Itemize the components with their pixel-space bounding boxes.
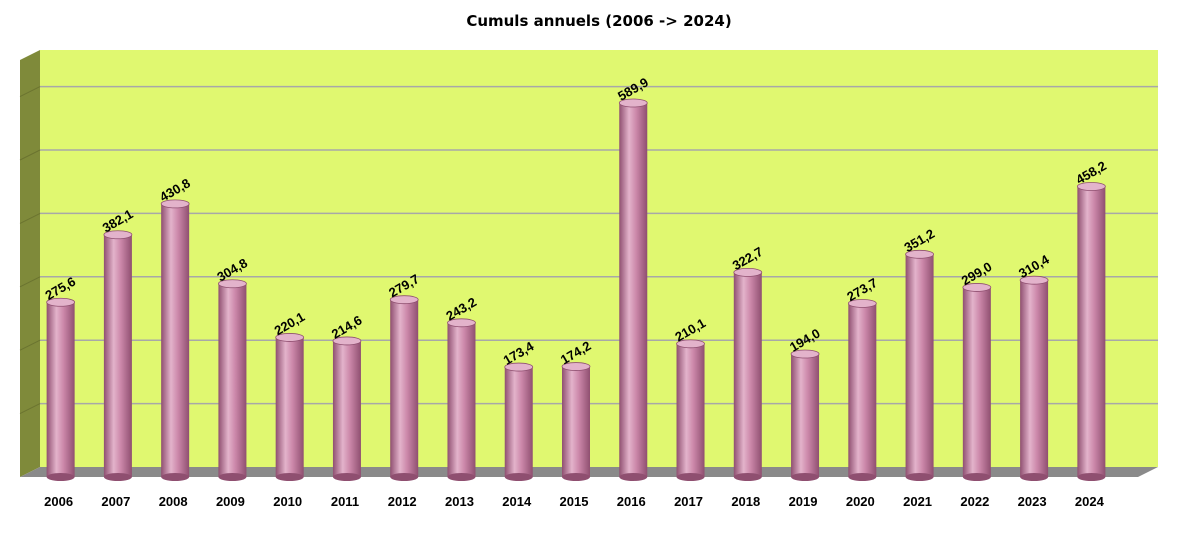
- bar: [390, 299, 419, 477]
- bar-base: [161, 473, 190, 481]
- bar-cap: [160, 199, 190, 209]
- bar: [46, 302, 75, 477]
- bar-base: [848, 473, 877, 481]
- chart-title: Cumuls annuels (2006 -> 2024): [466, 12, 732, 30]
- x-tick-label: 2010: [273, 494, 302, 509]
- bar: [962, 287, 991, 477]
- x-tick-label: 2016: [617, 494, 646, 509]
- x-tick-label: 2008: [159, 494, 188, 509]
- bar: [733, 272, 762, 477]
- x-tick-label: 2012: [388, 494, 417, 509]
- bar-cap: [561, 362, 591, 371]
- x-tick-label: 2006: [44, 494, 73, 509]
- bar-base: [619, 473, 648, 481]
- bar-base: [733, 473, 762, 481]
- x-tick-label: 2024: [1075, 494, 1105, 509]
- x-tick-label: 2023: [1018, 494, 1047, 509]
- bar: [619, 103, 648, 477]
- bar-cap: [790, 349, 820, 359]
- bar: [332, 340, 361, 477]
- x-tick-label: 2021: [903, 494, 932, 509]
- gridline-side: [19, 86, 41, 98]
- bar-base: [1020, 473, 1049, 481]
- bar-base: [1077, 473, 1106, 481]
- bar-base: [962, 473, 991, 481]
- bar: [562, 366, 590, 477]
- gridline-side: [19, 403, 41, 415]
- x-tick-label: 2017: [674, 494, 703, 509]
- bar-base: [676, 473, 705, 481]
- bar-cap: [733, 268, 763, 277]
- x-tick-label: 2011: [331, 494, 359, 509]
- bar-cap: [618, 98, 648, 108]
- bar: [848, 303, 877, 477]
- x-tick-label: 2014: [502, 494, 532, 509]
- bar-base: [103, 473, 132, 481]
- bar-cap: [447, 318, 476, 328]
- gridline-side: [19, 212, 41, 224]
- x-tick-label: 2018: [731, 494, 760, 509]
- x-tick-label: 2019: [789, 494, 818, 509]
- bar: [161, 203, 190, 478]
- bar-base: [905, 473, 934, 481]
- bar-base: [562, 473, 590, 481]
- bar-base: [504, 473, 533, 481]
- bar-cap: [905, 249, 934, 259]
- x-tick-label: 2015: [560, 494, 589, 509]
- gridline-side: [19, 276, 41, 288]
- bar: [1020, 280, 1049, 477]
- bar-cap: [46, 297, 76, 307]
- bar-cap: [676, 339, 705, 349]
- bar-cap: [1019, 275, 1049, 285]
- bar-cap: [103, 230, 133, 240]
- chart-side-wall: [20, 50, 40, 477]
- gridline-side: [19, 339, 41, 351]
- bar: [103, 234, 132, 477]
- bar: [275, 337, 304, 477]
- bar: [676, 343, 705, 477]
- bar-base: [791, 473, 820, 481]
- x-tick-label: 2013: [445, 494, 474, 509]
- bar-cap: [1076, 182, 1106, 191]
- bar-cap: [847, 299, 877, 308]
- bar-cap: [218, 279, 247, 289]
- bar-base: [390, 473, 419, 481]
- gridline-side: [19, 149, 41, 161]
- bar: [218, 283, 247, 477]
- bar-cap: [962, 283, 992, 292]
- bar-cap: [389, 295, 419, 305]
- bar-base: [46, 473, 75, 481]
- bar: [1077, 186, 1106, 477]
- bar: [447, 322, 476, 477]
- x-tick-label: 2007: [101, 494, 130, 509]
- x-tick-label: 2009: [216, 494, 245, 509]
- bar-base: [447, 473, 476, 481]
- bar: [791, 354, 820, 477]
- bar: [905, 254, 934, 477]
- bar-cap: [504, 362, 534, 372]
- x-tick-label: 2020: [846, 494, 875, 509]
- x-tick-label: 2022: [960, 494, 989, 509]
- bar-base: [332, 473, 361, 481]
- bar: [504, 367, 533, 477]
- bar-base: [275, 473, 304, 481]
- bar-cap: [275, 333, 305, 342]
- bar-base: [218, 473, 247, 481]
- bar-cap: [332, 336, 362, 346]
